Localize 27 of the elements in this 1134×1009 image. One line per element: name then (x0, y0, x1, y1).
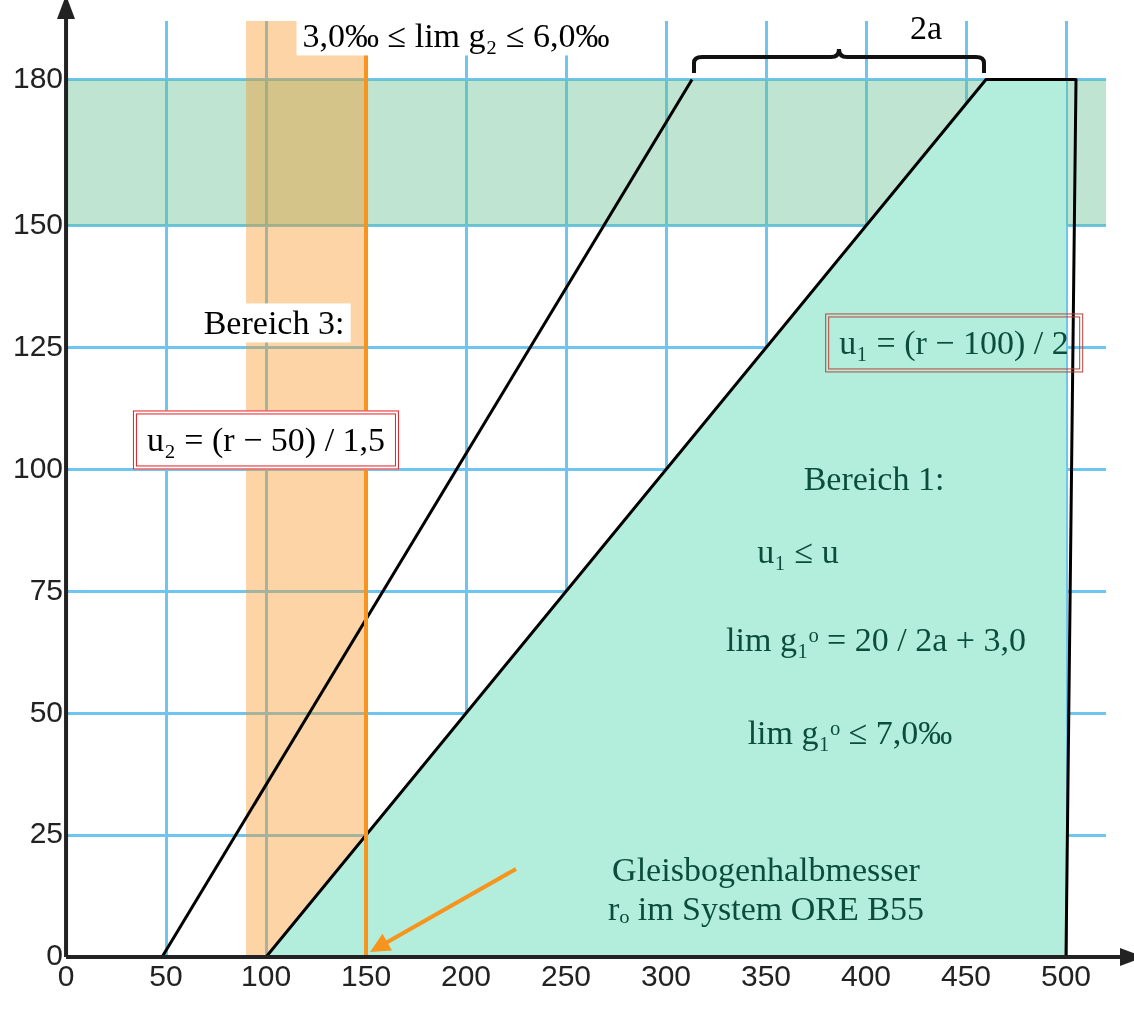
annotation: lim g₁ᵒ = 20 / 2a + 3,0 (726, 620, 1026, 660)
annotation: 2a (903, 8, 949, 48)
y-tick-label: 100 (12, 450, 64, 484)
x-tick-label: 450 (940, 959, 992, 993)
x-tick-label: 150 (341, 959, 392, 993)
y-tick-label: 125 (12, 328, 64, 362)
x-tick-label: 300 (640, 959, 692, 993)
x-tick-label: 100 (241, 959, 292, 993)
x-tick-label: 50 (149, 959, 183, 993)
annotation: Bereich 3: (197, 303, 351, 343)
annotation: Gleisbogenhalbmesser rₒ im System ORE B55 (608, 849, 924, 928)
x-tick-label: 400 (840, 959, 892, 993)
x-tick-label: 250 (541, 959, 592, 993)
y-tick-label: 50 (29, 694, 64, 728)
annotation: u₂ = (r − 50) / 1,5 (132, 410, 400, 470)
y-tick-label: 150 (12, 207, 64, 241)
x-tick-label: 500 (1040, 959, 1092, 993)
y-tick-label: 25 (29, 816, 64, 850)
y-tick-label: 180 (12, 60, 64, 94)
annotation: 3,0‰ ≤ lim g₂ ≤ 6,0‰ (296, 16, 616, 56)
y-tick-label: 75 (29, 572, 64, 606)
annotation: u₁ ≤ u (757, 532, 839, 572)
annotation: u₁ = (r − 100) / 2 (825, 313, 1083, 373)
annotation: lim g₁ᵒ ≤ 7,0‰ (747, 713, 953, 753)
x-tick-label: 200 (441, 959, 492, 993)
annotation: Bereich 1: (803, 459, 945, 499)
x-tick-label: 350 (740, 959, 792, 993)
